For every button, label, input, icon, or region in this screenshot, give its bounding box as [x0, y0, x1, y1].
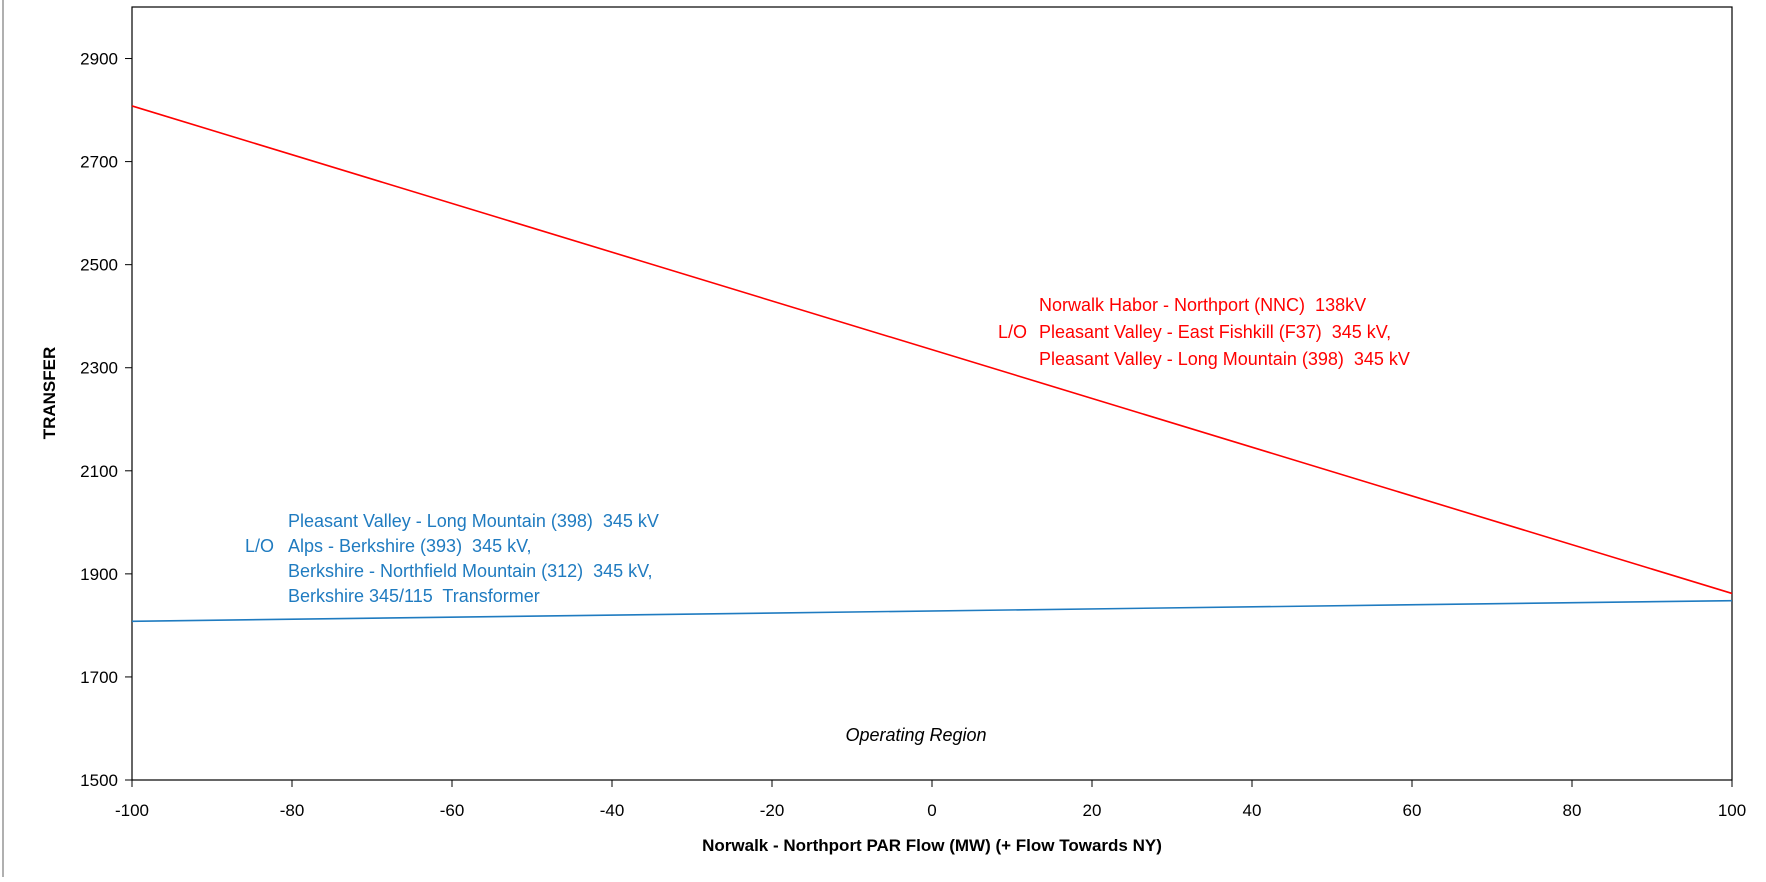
x-tick-label: 0	[927, 801, 936, 820]
x-axis-title: Norwalk - Northport PAR Flow (MW) (+ Flo…	[702, 836, 1162, 855]
y-tick-label: 2900	[80, 50, 118, 69]
y-tick-label: 2700	[80, 153, 118, 172]
x-axis-ticks: -100 -80 -60 -40 -20 0 20 40 60 80 100	[115, 780, 1746, 820]
x-tick-label: 60	[1403, 801, 1422, 820]
annotation-blue-line: Berkshire 345/115 Transformer	[288, 586, 540, 606]
x-tick-label: 40	[1243, 801, 1262, 820]
y-tick-label: 1500	[80, 771, 118, 790]
annotation-red-line: Pleasant Valley - East Fishkill (F37) 34…	[1039, 322, 1391, 342]
series-layer	[131, 105, 1733, 623]
y-tick-label: 1900	[80, 565, 118, 584]
x-tick-label: -60	[440, 801, 465, 820]
x-tick-label: 20	[1083, 801, 1102, 820]
annotation-red-line: Norwalk Habor - Northport (NNC) 138kV	[1039, 295, 1366, 315]
annotation-blue-line: Berkshire - Northfield Mountain (312) 34…	[288, 561, 653, 581]
x-tick-label: 100	[1718, 801, 1746, 820]
y-axis-ticks: 1500 1700 1900 2100 2300 2500 2700 2900	[80, 50, 132, 790]
series-line-red	[131, 105, 1733, 595]
y-tick-label: 1700	[80, 668, 118, 687]
x-tick-label: -80	[280, 801, 305, 820]
region-label: Operating Region	[845, 725, 986, 745]
annotation-red-prefix: L/O	[998, 322, 1027, 342]
x-tick-label: -100	[115, 801, 149, 820]
y-tick-label: 2100	[80, 462, 118, 481]
series-line-blue	[131, 599, 1733, 623]
annotation-blue-prefix: L/O	[245, 536, 274, 556]
x-tick-label: -40	[600, 801, 625, 820]
annotation-blue-line: Alps - Berkshire (393) 345 kV,	[288, 536, 531, 556]
y-tick-label: 2300	[80, 359, 118, 378]
plot-area	[131, 6, 1733, 781]
annotations-layer: Norwalk Habor - Northport (NNC) 138kV L/O…	[245, 295, 1410, 606]
annotation-blue-line: Pleasant Valley - Long Mountain (398) 34…	[288, 511, 659, 531]
annotation-red-line: Pleasant Valley - Long Mountain (398) 34…	[1039, 349, 1410, 369]
x-tick-label: 80	[1563, 801, 1582, 820]
y-axis-title: TRANSFER	[40, 347, 59, 440]
x-tick-label: -20	[760, 801, 785, 820]
y-tick-label: 2500	[80, 256, 118, 275]
